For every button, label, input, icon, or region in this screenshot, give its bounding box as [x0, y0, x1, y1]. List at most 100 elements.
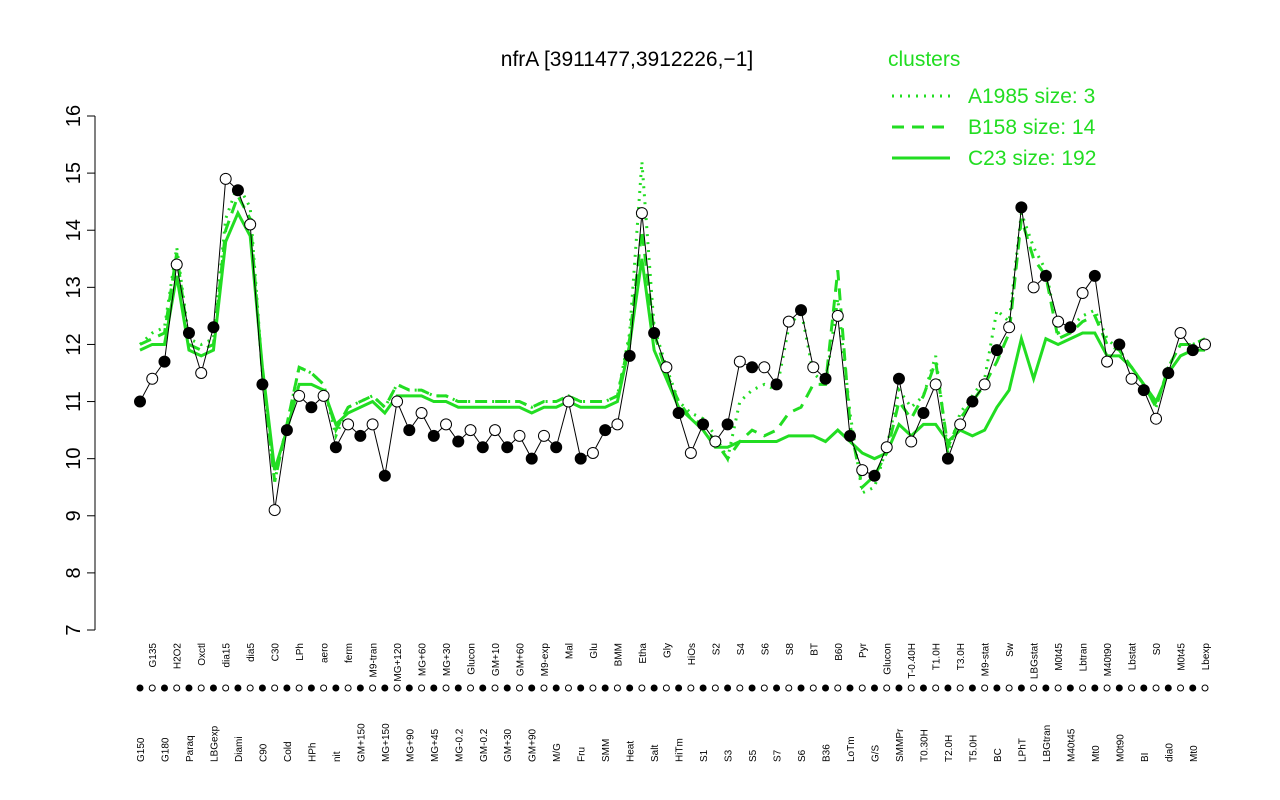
data-point — [562, 395, 575, 408]
rug-marker — [760, 684, 768, 692]
rug-marker — [687, 684, 695, 692]
rug-marker — [919, 684, 927, 692]
data-point — [513, 429, 526, 442]
rug-marker — [822, 684, 830, 692]
rug-marker — [785, 684, 793, 692]
rug-marker — [577, 684, 585, 692]
chart-title: nfrA [3911477,3912226,−1] — [501, 48, 753, 71]
rug-marker — [675, 684, 683, 692]
x-tick-label: MG+120 — [393, 643, 404, 682]
x-tick-label: GM+150 — [356, 723, 367, 762]
data-point — [403, 424, 416, 437]
data-point — [1052, 315, 1065, 328]
x-tick-label: GM+10 — [491, 643, 502, 677]
data-point — [586, 446, 599, 459]
data-point — [856, 464, 869, 477]
rug-marker — [1128, 684, 1136, 692]
data-point — [182, 327, 195, 340]
data-point — [1174, 327, 1187, 340]
data-point — [795, 304, 808, 317]
rug-marker — [797, 684, 805, 692]
rug-marker — [1042, 684, 1050, 692]
x-tick-label: T0.30H — [919, 729, 930, 762]
data-point — [207, 321, 220, 334]
data-point — [660, 361, 673, 374]
rug-marker — [515, 684, 523, 692]
x-tick-label: B60 — [834, 643, 845, 661]
data-point — [537, 429, 550, 442]
rug-marker — [271, 684, 279, 692]
x-tick-label: T3.0H — [956, 643, 967, 670]
x-tick-label: LPhT — [1017, 738, 1028, 762]
data-point — [244, 218, 257, 231]
rug-marker — [222, 684, 230, 692]
data-point — [844, 429, 856, 442]
data-point — [170, 258, 183, 271]
data-point — [329, 441, 342, 454]
rug-marker — [258, 684, 266, 692]
x-tick-label: MG+150 — [381, 723, 392, 762]
data-point — [1015, 201, 1028, 214]
data-point — [721, 418, 734, 431]
x-tick-label: C90 — [258, 743, 269, 762]
x-tick-label: MG+90 — [405, 728, 416, 762]
rug-marker — [907, 684, 915, 692]
rug-marker — [736, 684, 744, 692]
data-point — [831, 309, 844, 322]
rug-marker — [528, 684, 536, 692]
x-tick-label: GM-0.2 — [479, 728, 490, 762]
data-point — [378, 469, 391, 482]
data-point — [574, 452, 587, 465]
data-point — [819, 372, 832, 385]
y-tick-label: 15 — [63, 162, 85, 184]
x-tick-label: C30 — [271, 643, 282, 662]
rug-marker — [467, 684, 475, 692]
rug-marker — [320, 684, 328, 692]
rug-marker — [1115, 684, 1123, 692]
rug-marker — [564, 684, 572, 692]
x-tick-label: T5.0H — [968, 735, 979, 762]
rug-marker — [185, 684, 193, 692]
data-point — [648, 327, 661, 340]
y-tick-label: 14 — [63, 219, 85, 241]
x-tick-label: LPh — [295, 643, 306, 661]
x-tick-label: aero — [320, 643, 331, 663]
x-tick-label: Paraq — [185, 735, 196, 762]
data-point — [293, 389, 306, 402]
rug-marker — [1152, 684, 1160, 692]
x-tick-label: S6 — [760, 643, 771, 656]
x-tick-label: Salt — [650, 745, 661, 762]
rug-marker — [1177, 684, 1185, 692]
x-tick-label: Mal — [564, 643, 575, 659]
x-tick-label: M40t45 — [1066, 728, 1077, 762]
rug-marker — [283, 684, 291, 692]
x-tick-label: S2 — [711, 643, 722, 656]
y-tick-label: 11 — [63, 391, 85, 412]
x-tick-label: S1 — [699, 749, 710, 762]
rug-marker — [932, 684, 940, 692]
rug-marker — [405, 684, 413, 692]
rug-marker — [479, 684, 487, 692]
y-tick-label: 9 — [63, 510, 85, 521]
rug-marker — [1054, 684, 1062, 692]
data-point — [1064, 321, 1077, 334]
rug-marker — [1103, 684, 1111, 692]
x-tick-label: S8 — [785, 643, 796, 656]
x-tick-label: Fru — [577, 747, 588, 762]
x-tick-label: Mt0 — [1189, 745, 1200, 762]
data-point — [476, 441, 489, 454]
series-line — [139, 192, 1206, 491]
x-tick-label: Diami — [234, 736, 245, 762]
x-tick-label: GM+60 — [515, 643, 526, 677]
data-point — [892, 372, 905, 385]
data-point — [599, 424, 612, 437]
rug-marker — [748, 684, 756, 692]
series-line — [139, 177, 1206, 511]
rug-marker — [638, 684, 646, 692]
rug-marker — [369, 684, 377, 692]
data-point — [1027, 281, 1040, 294]
y-tick-label: 10 — [63, 448, 85, 470]
rug-marker — [1066, 684, 1074, 692]
x-tick-label: Pyr — [858, 642, 869, 658]
x-tick-label: GM+30 — [503, 728, 514, 762]
